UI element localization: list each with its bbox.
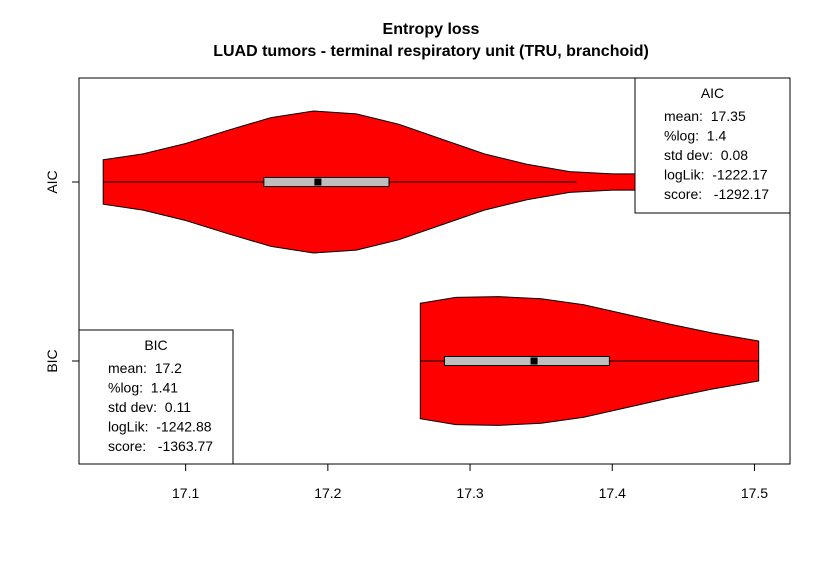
legend-box-bic [78, 329, 234, 465]
y-tick-label: BIC [44, 349, 60, 372]
legend-line-aic: logLik: -1222.17 [664, 167, 768, 183]
legend-line-aic: score: -1292.17 [664, 186, 769, 202]
x-tick-label: 17.4 [599, 485, 626, 501]
chart-subtitle: LUAD tumors - terminal respiratory unit … [213, 43, 649, 60]
x-tick-label: 17.1 [172, 485, 199, 501]
legend-line-bic: mean: 17.2 [108, 360, 182, 376]
legend-line-bic: std dev: 0.11 [108, 399, 191, 415]
legend-layer: AIC mean: 17.35 %log: 1.4 std dev: 0.08 logL… [78, 77, 791, 465]
legend-line-bic: %log: 1.41 [108, 380, 178, 396]
x-tick-label: 17.2 [314, 485, 341, 501]
median-marker-aic [314, 178, 322, 186]
legend-line-bic: score: -1363.77 [108, 438, 213, 454]
legend-line-aic: %log: 1.4 [664, 128, 726, 144]
plot-frame [78, 77, 791, 465]
x-tick-label: 17.3 [456, 485, 483, 501]
legend-line-aic: std dev: 0.08 [664, 147, 748, 163]
chart-title: Entropy loss [383, 21, 480, 38]
violin-layer [102, 110, 760, 426]
legend-heading-aic: AIC [701, 85, 724, 101]
median-marker-bic [530, 357, 538, 365]
x-tick-label: 17.5 [741, 485, 768, 501]
legend-line-bic: logLik: -1242.88 [108, 419, 212, 435]
legend-heading-bic: BIC [144, 337, 167, 353]
box-bic [443, 356, 610, 366]
y-tick-label: AIC [44, 170, 60, 193]
legend-line-aic: mean: 17.35 [664, 108, 746, 124]
box-aic [263, 177, 390, 187]
